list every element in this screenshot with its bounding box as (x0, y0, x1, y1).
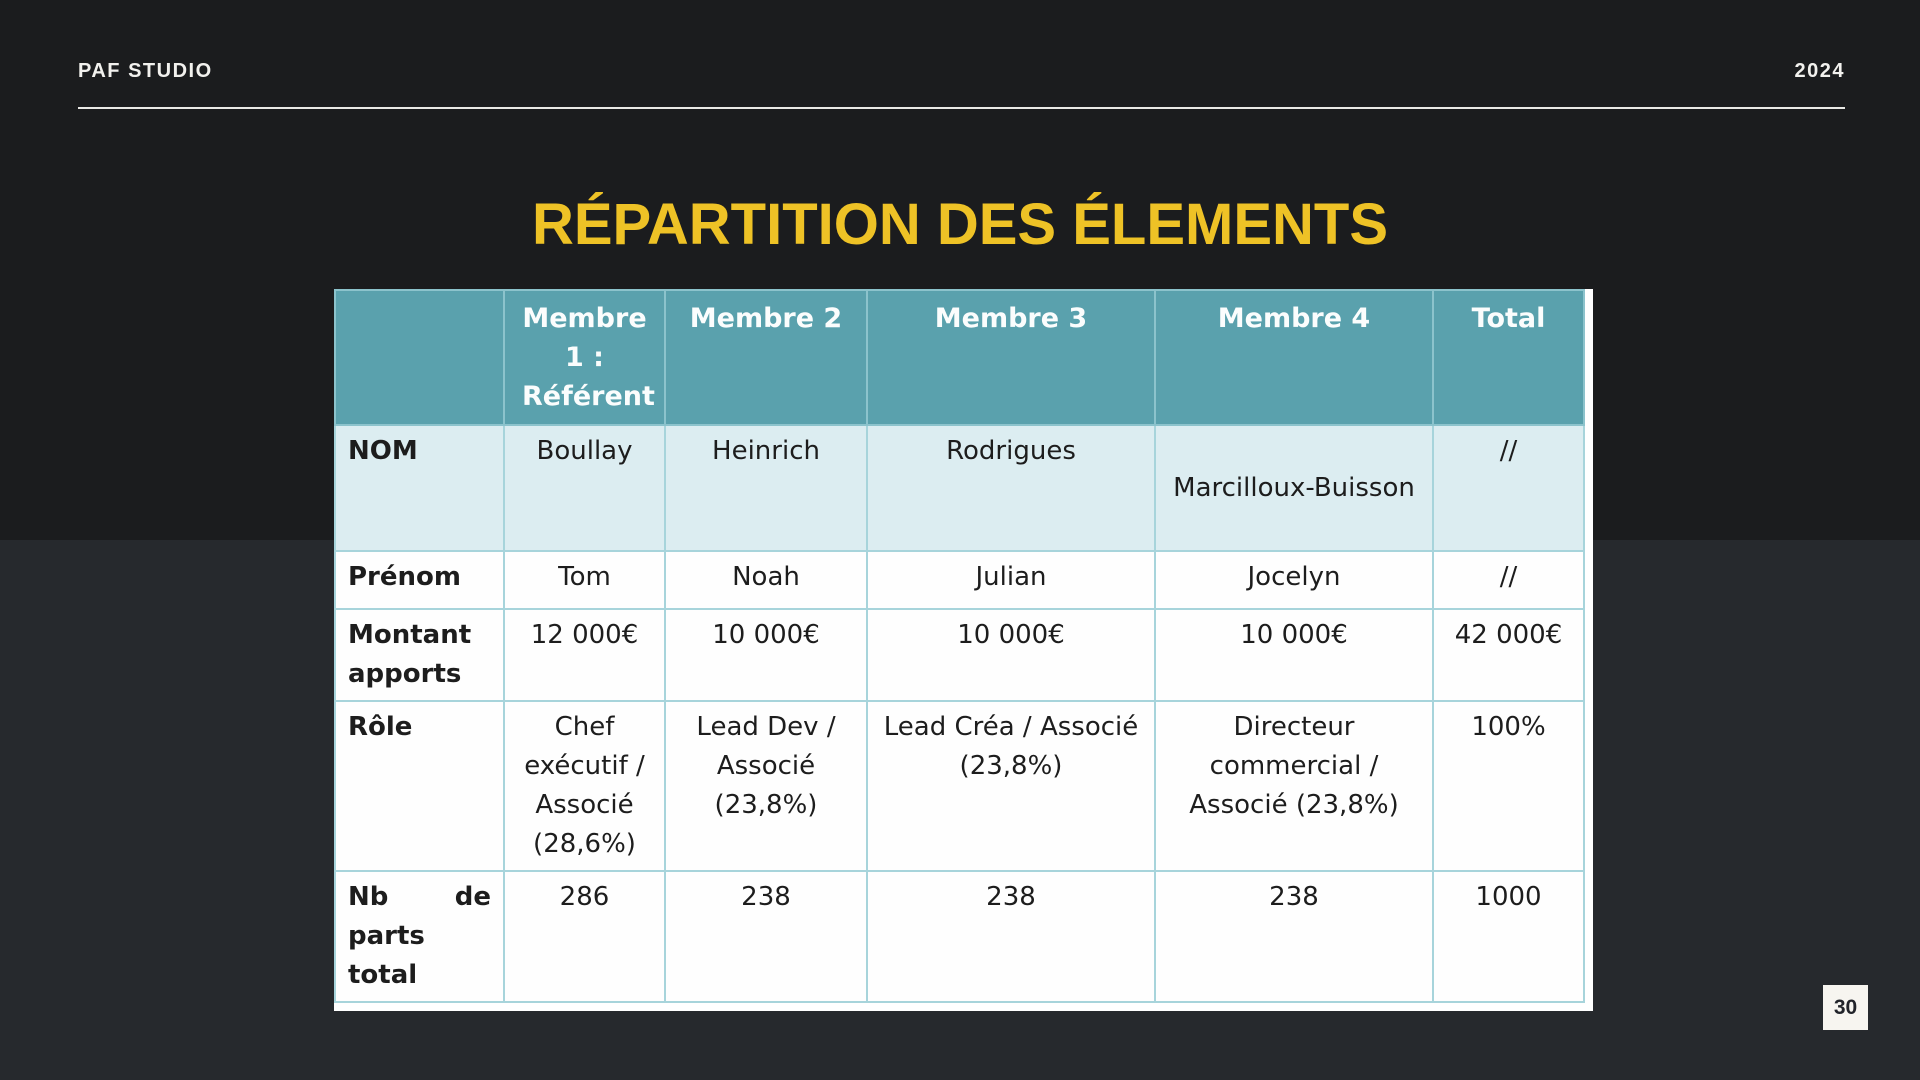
table-cell: 286 (503, 870, 666, 1004)
table-row: Montant apports 12 000€ 10 000€ 10 000€ 10 0… (334, 608, 1585, 703)
column-header: Membre 3 (866, 288, 1156, 427)
table-cell: // (1432, 550, 1585, 611)
table-cell: Lead Créa / Associé (23,8%) (866, 700, 1156, 873)
table-cell: Marcilloux-Buisson (1154, 424, 1434, 553)
row-label: NOM (334, 424, 505, 553)
row-label: Prénom (334, 550, 505, 611)
table-cell: Noah (664, 550, 868, 611)
table-cell: Lead Dev / Associé (23,8%) (664, 700, 868, 873)
table-cell: // (1432, 424, 1585, 553)
slide-header: PAF STUDIO 2024 (78, 60, 1845, 83)
table-cell: Jocelyn (1154, 550, 1434, 611)
table-cell: 238 (664, 870, 868, 1004)
year-label: 2024 (1794, 60, 1845, 82)
table-row: Nb de parts total 286 238 238 238 1000 (334, 870, 1585, 1004)
row-label: Nb de parts total (334, 870, 505, 1004)
table-cell: Julian (866, 550, 1156, 611)
row-label: Montant apports (334, 608, 505, 703)
table-cell: Rodrigues (866, 424, 1156, 553)
table-cell: 238 (1154, 870, 1434, 1004)
members-table: Membre 1 : Référent Membre 2 Membre 3 Membr… (334, 288, 1585, 1004)
table-cell: 42 000€ (1432, 608, 1585, 703)
table-header-row: Membre 1 : Référent Membre 2 Membre 3 Membr… (334, 288, 1585, 427)
table-cell: 10 000€ (866, 608, 1156, 703)
brand-label: PAF STUDIO (78, 60, 213, 82)
column-header: Membre 1 : Référent (503, 288, 666, 427)
table-body: NOM Boullay Heinrich Rodrigues Marcilloux-Bu… (334, 424, 1585, 1004)
header-rule (78, 107, 1845, 109)
table-cell: 10 000€ (664, 608, 868, 703)
column-header: Membre 4 (1154, 288, 1434, 427)
table-cell: 238 (866, 870, 1156, 1004)
table-cell: Chef exécutif / Associé (28,6%) (503, 700, 666, 873)
table-cell: Heinrich (664, 424, 868, 553)
table-panel: Membre 1 : Référent Membre 2 Membre 3 Membr… (334, 288, 1593, 1012)
page-number: 30 (1833, 995, 1858, 1019)
table-cell: Directeur commercial / Associé (23,8%) (1154, 700, 1434, 873)
table-cell: 10 000€ (1154, 608, 1434, 703)
table-cell: Tom (503, 550, 666, 611)
table-row: Prénom Tom Noah Julian Jocelyn// (334, 550, 1585, 611)
table-cell: 100% (1432, 700, 1585, 873)
table-cell: 1000 (1432, 870, 1585, 1004)
table-cell: 12 000€ (503, 608, 666, 703)
column-header: Total (1432, 288, 1585, 427)
slide-title: RÉPARTITION DES ÉLEMENTS (531, 191, 1389, 257)
row-label: Rôle (334, 700, 505, 873)
page-number-badge: 30 (1823, 985, 1868, 1030)
table-corner-cell (334, 288, 505, 427)
table-row: NOM Boullay Heinrich Rodrigues Marcilloux-Bu… (334, 424, 1585, 553)
table-row: Rôle Chef exécutif / Associé (28,6%) Lead … (334, 700, 1585, 873)
column-header: Membre 2 (664, 288, 868, 427)
table-cell: Boullay (503, 424, 666, 553)
